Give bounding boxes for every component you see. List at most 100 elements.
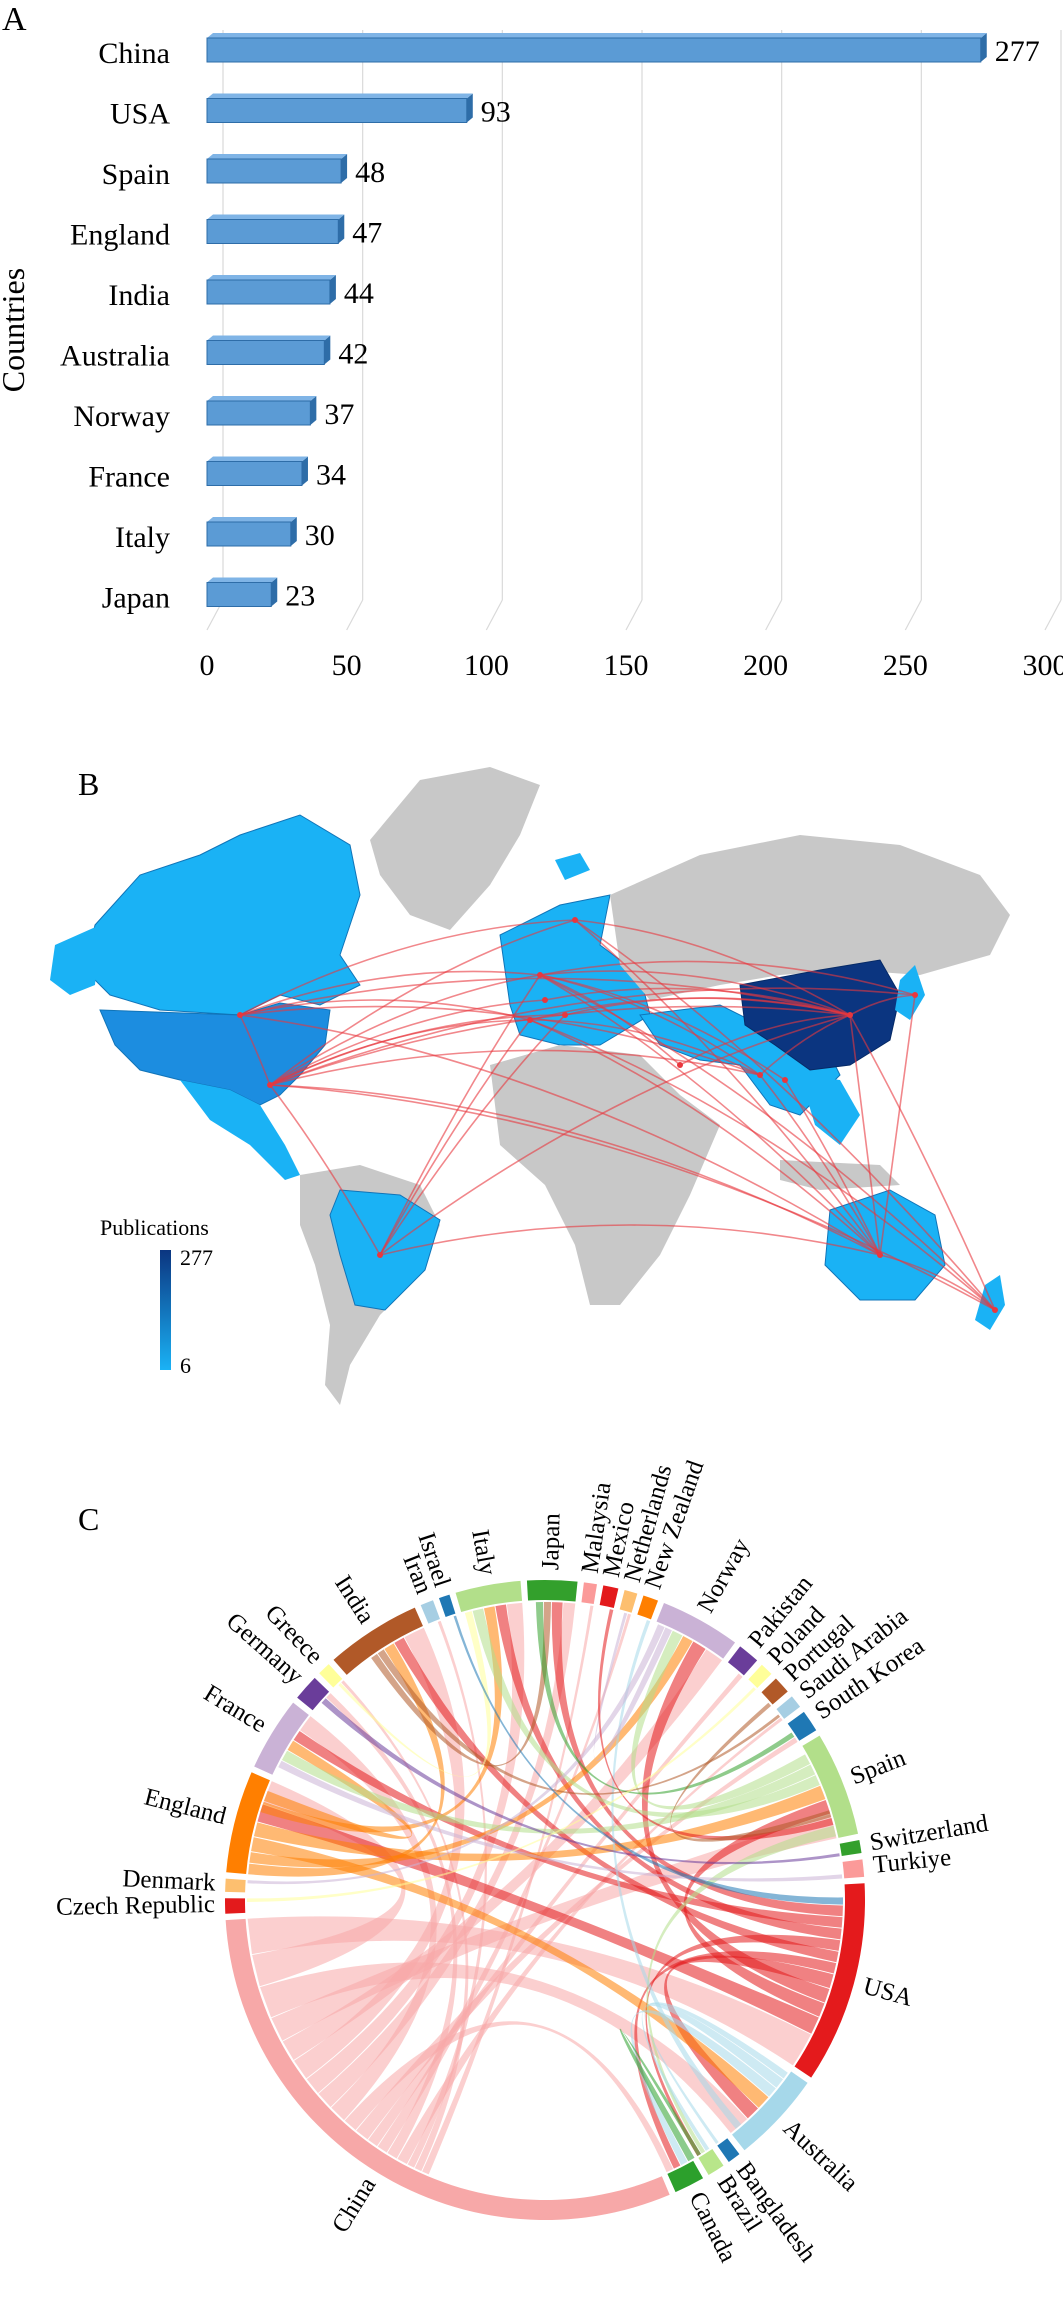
panel-c-segment-label: India (329, 1571, 379, 1629)
panel-b-link (239, 999, 531, 1021)
panel-a-category-label: Italy (115, 521, 170, 554)
panel-b-link (269, 1084, 381, 1256)
panel-c-arc (319, 1664, 343, 1688)
panel-c-ribbon (664, 1955, 834, 2119)
new-zealand-shape (975, 1275, 1005, 1330)
panel-c-arc (297, 1677, 330, 1711)
panel-a-bar-top (207, 33, 987, 38)
panel-c-arc (455, 1580, 523, 1612)
panel-b-hub-node (782, 1077, 788, 1083)
panel-b-label: B (78, 766, 99, 802)
panel-a-category-label: Japan (102, 582, 170, 615)
panel-a-x-tick-label: 100 (464, 649, 509, 682)
panel-b-link (539, 970, 851, 1016)
australia-shape (824, 1189, 946, 1301)
panel-a-bar-side (980, 33, 987, 62)
panel-b-hub-node (572, 917, 578, 923)
panel-b-link (574, 919, 996, 1311)
panel-c-ribbon (263, 1740, 413, 1839)
panel-b-world-map: B (50, 766, 1010, 1405)
panel-b-link (759, 1014, 851, 1076)
panel-b-hub-node (677, 1062, 683, 1068)
panel-a-category-labels: China USA Spain England India Australia Norway… (60, 37, 170, 615)
panel-a-bar (206, 582, 272, 607)
panel-c-ribbon (252, 1781, 406, 1987)
panel-b-link (379, 1014, 851, 1256)
panel-a-gridline-foot (625, 599, 643, 631)
panel-b-link (269, 999, 546, 1086)
panel-c-ribbon (619, 2028, 702, 2162)
panel-a-bar-side (466, 93, 473, 123)
panel-b-link (239, 1014, 271, 1086)
panel-c-arc (599, 1585, 619, 1608)
panel-a-category-label: France (88, 461, 170, 494)
panel-c-arc (526, 1580, 578, 1602)
panel-a-bar (206, 158, 342, 184)
brazil-shape (329, 1189, 441, 1311)
panel-a-bar-side (338, 214, 345, 244)
panel-a-x-tick-label: 250 (883, 649, 928, 682)
panel-c-segment-label: Norway (692, 1534, 755, 1618)
panel-b-link (759, 1074, 881, 1256)
panel-c-ribbon (630, 2010, 776, 2166)
panel-a-bar (206, 461, 303, 486)
alaska-shape (50, 925, 100, 995)
panel-b-legend-title: Publications (100, 1215, 209, 1240)
panel-c-segment-label: Australia (778, 2115, 863, 2197)
panel-c-segment-label: France (199, 1680, 271, 1738)
panel-c-ribbon (281, 1750, 816, 1834)
panel-b-link (539, 960, 916, 996)
panel-b-legend-max: 277 (180, 1245, 213, 1270)
panel-a-bar-top (207, 335, 331, 341)
panel-b-link (849, 1014, 881, 1256)
panel-c-ribbon (271, 1814, 837, 2041)
panel-a-value-label: 34 (316, 459, 346, 492)
panel-b-link (269, 1014, 566, 1086)
panel-c-segment-label: Japan (537, 1512, 565, 1570)
panel-b-link (544, 987, 851, 1016)
panel-c-arc (776, 1696, 801, 1719)
panel-c-arc (732, 2071, 808, 2151)
panel-a-category-label: England (70, 219, 170, 252)
panel-c-arcs (225, 1580, 865, 2220)
panel-b-link (529, 1019, 761, 1076)
panel-b-hub-node (877, 1252, 883, 1258)
panel-a-bar-top (207, 154, 348, 159)
panel-b-collaboration-links (237, 917, 998, 1313)
panel-b-link (239, 919, 576, 1016)
panel-a-bar (206, 400, 311, 426)
panel-b-link (849, 994, 916, 1016)
panel-b-link (269, 974, 541, 1086)
africa-shape (490, 1045, 720, 1305)
panel-b-link (539, 974, 881, 1256)
usa-shape (99, 1002, 331, 1106)
southeast-asia-shape (800, 1075, 860, 1145)
mexico-shape (180, 1080, 300, 1180)
panel-b-link (379, 1019, 531, 1256)
panel-c-segment-label: China (327, 2173, 381, 2238)
panel-b-hub-node (542, 997, 548, 1003)
panel-b-link (539, 974, 681, 1066)
panel-a-bar (206, 219, 339, 244)
panel-a-bar-side (341, 154, 348, 183)
panel-a-bar (206, 340, 325, 365)
panel-c-arc (581, 1582, 597, 1604)
panel-b-legend: Publications 277 6 (100, 1215, 213, 1378)
panel-b-hub-node (537, 972, 543, 978)
panel-a-bar-top (207, 456, 308, 462)
panel-a-x-tick-label: 150 (604, 649, 649, 682)
panel-b-hub-node (562, 1012, 568, 1018)
panel-c-arc (839, 1839, 862, 1856)
panel-a-value-label: 44 (344, 277, 374, 310)
panel-c-segment-label: Czech Republic (56, 1891, 215, 1921)
panel-c-ribbon (282, 1649, 722, 2061)
panel-c-arc (794, 1883, 865, 2078)
panel-c-segment-label: Spain (847, 1744, 910, 1790)
panel-c-arc (842, 1859, 865, 1879)
panel-a-value-label: 47 (352, 217, 382, 250)
panel-a-bar (206, 521, 292, 547)
panel-c-ribbons (247, 1602, 843, 2175)
panel-b-hub-node (757, 1072, 763, 1078)
panel-b-hub-node (847, 1012, 853, 1018)
panel-a-value-label: 277 (995, 35, 1040, 68)
